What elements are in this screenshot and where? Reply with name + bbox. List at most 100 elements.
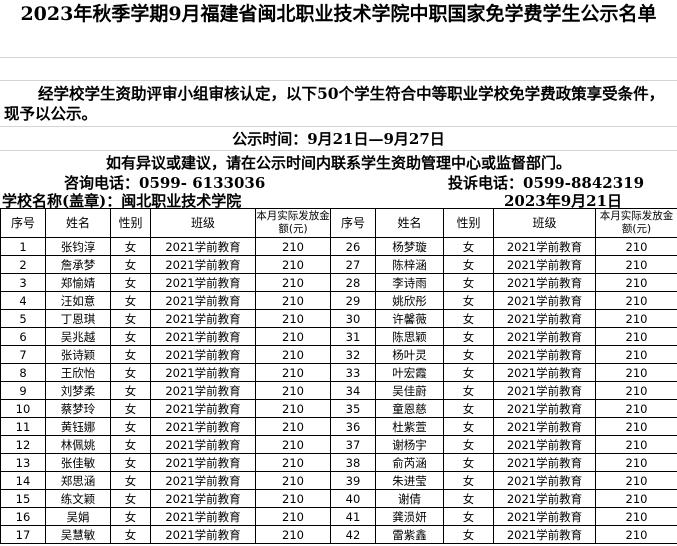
table-cell: 210 xyxy=(255,237,331,256)
table-cell: 210 xyxy=(255,525,331,544)
table-cell: 女 xyxy=(443,237,494,256)
table-cell: 32 xyxy=(330,345,376,364)
table-cell: 11 xyxy=(0,417,46,436)
table-cell: 210 xyxy=(255,381,331,400)
table-cell: 2021学前教育 xyxy=(493,417,596,436)
table-cell: 刘梦柔 xyxy=(45,381,111,400)
table-cell: 37 xyxy=(330,435,376,454)
table-cell: 女 xyxy=(110,399,151,418)
table-cell: 28 xyxy=(330,273,376,292)
table-cell: 31 xyxy=(330,327,376,346)
table-cell: 39 xyxy=(330,471,376,490)
table-cell: 女 xyxy=(110,255,151,274)
table-cell: 2021学前教育 xyxy=(493,291,596,310)
table-cell: 女 xyxy=(443,363,494,382)
table-cell: 210 xyxy=(595,399,677,418)
table-cell: 女 xyxy=(443,309,494,328)
table-cell: 210 xyxy=(255,363,331,382)
table-cell: 3 xyxy=(0,273,46,292)
table-cell: 2021学前教育 xyxy=(150,471,256,490)
grid-line xyxy=(0,150,677,151)
table-cell: 210 xyxy=(595,237,677,256)
table-cell: 女 xyxy=(443,435,494,454)
table-cell: 210 xyxy=(255,309,331,328)
table-cell: 黄钰娜 xyxy=(45,417,111,436)
table-row: 4 汪如意女 2021学前教育 210 29 姚欣彤女 2021学前教育 210 xyxy=(0,291,677,310)
table-cell: 210 xyxy=(595,363,677,382)
table-cell: 姚欣彤 xyxy=(375,291,444,310)
table-cell: 2021学前教育 xyxy=(493,255,596,274)
table-cell: 2021学前教育 xyxy=(150,255,256,274)
table-cell: 210 xyxy=(255,345,331,364)
table-cell: 7 xyxy=(0,345,46,364)
table-cell: 李诗雨 xyxy=(375,273,444,292)
table-cell: 13 xyxy=(0,453,46,472)
table-cell: 2021学前教育 xyxy=(493,435,596,454)
table-cell: 29 xyxy=(330,291,376,310)
table-cell: 12 xyxy=(0,435,46,454)
table-cell: 女 xyxy=(443,345,494,364)
grid-line xyxy=(0,57,677,58)
table-cell: 蔡梦玲 xyxy=(45,399,111,418)
table-cell: 吴佳蔚 xyxy=(375,381,444,400)
column-header: 姓名 xyxy=(45,208,111,238)
table-cell: 210 xyxy=(255,399,331,418)
table-cell: 210 xyxy=(595,507,677,526)
table-cell: 谢倩 xyxy=(375,489,444,508)
table-cell: 女 xyxy=(443,453,494,472)
table-cell: 2021学前教育 xyxy=(150,237,256,256)
table-cell: 210 xyxy=(595,327,677,346)
table-cell: 2021学前教育 xyxy=(150,363,256,382)
table-cell: 2021学前教育 xyxy=(150,525,256,544)
table-row: 1 张钧淳女 2021学前教育 210 26 杨梦璇女 2021学前教育 210 xyxy=(0,237,677,256)
column-header: 班级 xyxy=(493,208,596,238)
column-header: 姓名 xyxy=(375,208,444,238)
table-cell: 女 xyxy=(443,417,494,436)
table-cell: 女 xyxy=(110,273,151,292)
table-cell: 210 xyxy=(595,453,677,472)
table-cell: 17 xyxy=(0,525,46,544)
table-cell: 210 xyxy=(595,291,677,310)
table-cell: 吴娟 xyxy=(45,507,111,526)
table-cell: 张诗颖 xyxy=(45,345,111,364)
table-row: 10 蔡梦玲女 2021学前教育 210 35 童恩慈女 2021学前教育 210 xyxy=(0,399,677,418)
grid-line xyxy=(0,80,677,81)
table-cell: 杨梦璇 xyxy=(375,237,444,256)
header-row: 序号 姓名 性别 班级 本月实际发放金额(元) 序号 姓名 性别 班级 本月实际发放金额(元) xyxy=(0,208,677,238)
table-cell: 210 xyxy=(255,327,331,346)
table-cell: 2021学前教育 xyxy=(493,399,596,418)
column-header: 序号 xyxy=(0,208,46,238)
table-cell: 女 xyxy=(110,471,151,490)
table-cell: 杜紫萱 xyxy=(375,417,444,436)
table-cell: 210 xyxy=(595,255,677,274)
table-cell: 34 xyxy=(330,381,376,400)
table-cell: 2021学前教育 xyxy=(150,309,256,328)
table-cell: 俞芮涵 xyxy=(375,453,444,472)
table-cell: 210 xyxy=(595,345,677,364)
table-cell: 2021学前教育 xyxy=(493,471,596,490)
table-cell: 210 xyxy=(595,435,677,454)
table-cell: 210 xyxy=(595,525,677,544)
table-cell: 2021学前教育 xyxy=(150,435,256,454)
complaint-phone: 投诉电话：0599-8842319 xyxy=(448,174,645,192)
table-cell: 女 xyxy=(443,381,494,400)
table-cell: 210 xyxy=(595,381,677,400)
table: 序号 姓名 性别 班级 本月实际发放金额(元) 序号 姓名 性别 班级 本月实际发放金额(元) 1… xyxy=(0,208,677,544)
table-row: 9 刘梦柔女 2021学前教育 210 34 吴佳蔚女 2021学前教育 210 xyxy=(0,381,677,400)
table-cell: 2021学前教育 xyxy=(150,417,256,436)
table-cell: 女 xyxy=(110,453,151,472)
table-cell: 女 xyxy=(110,417,151,436)
table-cell: 27 xyxy=(330,255,376,274)
table-cell: 女 xyxy=(443,255,494,274)
table-row: 16 吴娟女 2021学前教育 210 41 龚涢妍女 2021学前教育 210 xyxy=(0,507,677,526)
table-cell: 谢杨宇 xyxy=(375,435,444,454)
grid-line xyxy=(0,126,677,127)
table-cell: 10 xyxy=(0,399,46,418)
table-cell: 2 xyxy=(0,255,46,274)
table-cell: 2021学前教育 xyxy=(150,489,256,508)
table-cell: 龚涢妍 xyxy=(375,507,444,526)
table-cell: 女 xyxy=(110,525,151,544)
table-cell: 2021学前教育 xyxy=(493,273,596,292)
column-header: 性别 xyxy=(443,208,494,238)
